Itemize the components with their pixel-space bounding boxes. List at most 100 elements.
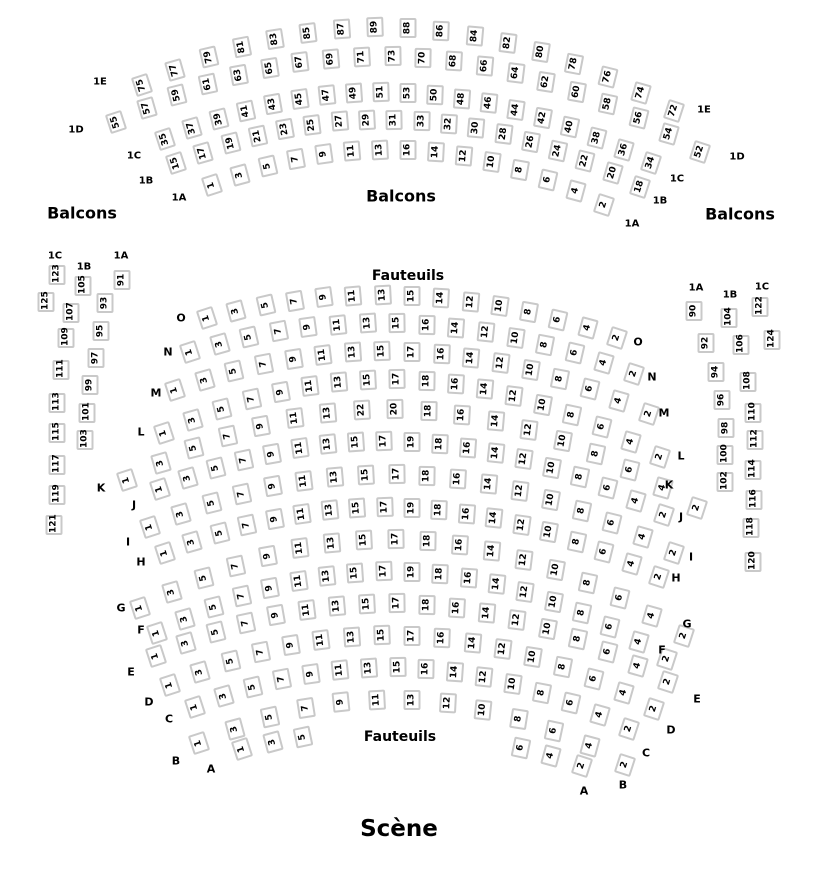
seat-balcony-1B-29[interactable]: 29 (357, 109, 377, 131)
seat-orchestra-B-6[interactable]: 6 (543, 719, 565, 743)
seat-orchestra-I-2[interactable]: 2 (662, 540, 686, 566)
seat-side-left-1B-115[interactable]: 115 (48, 422, 66, 443)
seat-side-right-1A-102[interactable]: 102 (716, 471, 734, 492)
seat-orchestra-E-8[interactable]: 8 (567, 627, 589, 651)
seat-orchestra-C-5[interactable]: 5 (242, 675, 264, 699)
seat-orchestra-C-4[interactable]: 4 (589, 703, 611, 727)
seat-balcony-1E-89[interactable]: 89 (366, 16, 384, 38)
seat-orchestra-F-7[interactable]: 7 (231, 584, 253, 608)
seat-orchestra-M-14[interactable]: 14 (461, 347, 481, 369)
seat-orchestra-G-11[interactable]: 11 (290, 537, 310, 559)
seat-orchestra-O-11[interactable]: 11 (343, 285, 363, 307)
seat-orchestra-G-17[interactable]: 17 (387, 528, 405, 550)
seat-orchestra-M-4[interactable]: 4 (608, 389, 630, 413)
seat-orchestra-F-1[interactable]: 1 (145, 620, 169, 646)
seat-orchestra-J-7[interactable]: 7 (233, 448, 255, 472)
seat-orchestra-D-17[interactable]: 17 (403, 626, 421, 646)
seat-orchestra-D-4[interactable]: 4 (613, 681, 635, 705)
seat-balcony-1D-66[interactable]: 66 (475, 55, 495, 77)
seat-side-left-1A-99[interactable]: 99 (81, 375, 99, 395)
seat-orchestra-J-19[interactable]: 19 (403, 432, 421, 452)
seat-balcony-1B-18[interactable]: 18 (628, 174, 652, 200)
seat-orchestra-N-6[interactable]: 6 (564, 341, 586, 365)
seat-side-left-1C-125[interactable]: 125 (37, 291, 55, 312)
seat-orchestra-F-13[interactable]: 13 (317, 565, 337, 587)
seat-orchestra-N-5[interactable]: 5 (238, 325, 260, 349)
seat-orchestra-J-5[interactable]: 5 (205, 456, 227, 480)
seat-orchestra-K-20[interactable]: 20 (386, 398, 404, 420)
seat-orchestra-I-4[interactable]: 4 (632, 525, 654, 549)
seat-orchestra-M-6[interactable]: 6 (579, 377, 601, 401)
seat-orchestra-H-10[interactable]: 10 (538, 520, 560, 544)
seat-side-right-1A-94[interactable]: 94 (707, 362, 725, 382)
seat-orchestra-N-15[interactable]: 15 (388, 312, 406, 334)
seat-orchestra-G-14[interactable]: 14 (482, 540, 502, 562)
seat-side-left-1B-111[interactable]: 111 (52, 359, 70, 380)
seat-orchestra-M-11[interactable]: 11 (313, 344, 333, 366)
seat-orchestra-C-9[interactable]: 9 (301, 662, 321, 686)
seat-orchestra-J-4[interactable]: 4 (625, 489, 647, 513)
seat-orchestra-E-14[interactable]: 14 (477, 602, 497, 624)
seat-side-right-1B-106[interactable]: 106 (732, 334, 750, 355)
seat-balcony-1C-44[interactable]: 44 (506, 98, 526, 122)
seat-side-left-1B-105[interactable]: 105 (74, 275, 92, 296)
seat-orchestra-N-10[interactable]: 10 (506, 326, 526, 350)
seat-orchestra-F-12[interactable]: 12 (515, 580, 535, 604)
seat-balcony-1A-12[interactable]: 12 (454, 145, 474, 167)
seat-orchestra-K-13[interactable]: 13 (318, 402, 338, 424)
seat-orchestra-F-18[interactable]: 18 (431, 563, 449, 585)
seat-side-left-1B-121[interactable]: 121 (45, 514, 63, 535)
seat-orchestra-E-2[interactable]: 2 (656, 669, 680, 695)
seat-orchestra-G-8[interactable]: 8 (577, 571, 599, 595)
seat-orchestra-D-12[interactable]: 12 (493, 638, 513, 660)
seat-orchestra-C-10[interactable]: 10 (503, 672, 523, 696)
seat-side-right-1B-110[interactable]: 110 (744, 402, 762, 423)
seat-balcony-1D-61[interactable]: 61 (197, 72, 219, 96)
seat-balcony-1B-28[interactable]: 28 (494, 123, 514, 145)
seat-orchestra-I-17[interactable]: 17 (388, 463, 406, 485)
seat-orchestra-N-11[interactable]: 11 (328, 314, 348, 336)
seat-balcony-1D-69[interactable]: 69 (321, 48, 341, 70)
seat-orchestra-L-17[interactable]: 17 (388, 368, 406, 390)
seat-orchestra-L-13[interactable]: 13 (329, 371, 349, 393)
seat-orchestra-J-1[interactable]: 1 (148, 476, 172, 502)
seat-orchestra-G-5[interactable]: 5 (193, 566, 215, 590)
seat-orchestra-B-8[interactable]: 8 (509, 707, 529, 731)
seat-orchestra-A-1[interactable]: 1 (230, 736, 254, 762)
seat-orchestra-L-10[interactable]: 10 (532, 393, 554, 417)
seat-balcony-1B-33[interactable]: 33 (413, 110, 431, 132)
seat-balcony-1D-52[interactable]: 52 (688, 139, 712, 165)
seat-balcony-1A-16[interactable]: 16 (399, 140, 417, 160)
seat-orchestra-L-4[interactable]: 4 (620, 430, 642, 454)
seat-balcony-1A-10[interactable]: 10 (482, 150, 502, 174)
seat-orchestra-C-14[interactable]: 14 (445, 661, 465, 683)
seat-side-right-1C-124[interactable]: 124 (763, 329, 781, 350)
seat-orchestra-F-15[interactable]: 15 (345, 562, 365, 584)
seat-orchestra-M-3[interactable]: 3 (194, 368, 216, 392)
seat-orchestra-N-1[interactable]: 1 (178, 339, 202, 365)
seat-orchestra-G-16[interactable]: 16 (450, 534, 470, 556)
seat-orchestra-J-2[interactable]: 2 (652, 502, 676, 528)
seat-orchestra-M-17[interactable]: 17 (403, 342, 421, 362)
seat-side-right-1B-116[interactable]: 116 (745, 489, 763, 510)
seat-orchestra-L-2[interactable]: 2 (648, 444, 672, 470)
seat-balcony-1B-15[interactable]: 15 (164, 150, 188, 176)
seat-orchestra-O-14[interactable]: 14 (431, 287, 451, 309)
seat-orchestra-K-1[interactable]: 1 (115, 467, 139, 493)
seat-orchestra-O-7[interactable]: 7 (284, 289, 306, 313)
seat-balcony-1B-25[interactable]: 25 (302, 114, 322, 136)
seat-orchestra-I-12[interactable]: 12 (510, 480, 530, 502)
seat-orchestra-F-10[interactable]: 10 (543, 590, 565, 614)
seat-balcony-1D-64[interactable]: 64 (506, 62, 526, 84)
seat-orchestra-K-3[interactable]: 3 (150, 451, 172, 475)
seat-orchestra-H-18[interactable]: 18 (430, 499, 448, 521)
seat-orchestra-M-7[interactable]: 7 (253, 352, 275, 376)
seat-orchestra-K-7[interactable]: 7 (217, 424, 239, 448)
seat-orchestra-E-5[interactable]: 5 (205, 620, 227, 644)
seat-orchestra-K-6[interactable]: 6 (619, 458, 641, 482)
seat-side-right-1C-122[interactable]: 122 (751, 296, 769, 317)
seat-orchestra-K-8[interactable]: 8 (585, 442, 607, 466)
seat-balcony-1D-63[interactable]: 63 (228, 63, 250, 87)
seat-balcony-1C-36[interactable]: 36 (613, 138, 635, 162)
seat-balcony-1D-65[interactable]: 65 (260, 56, 280, 80)
